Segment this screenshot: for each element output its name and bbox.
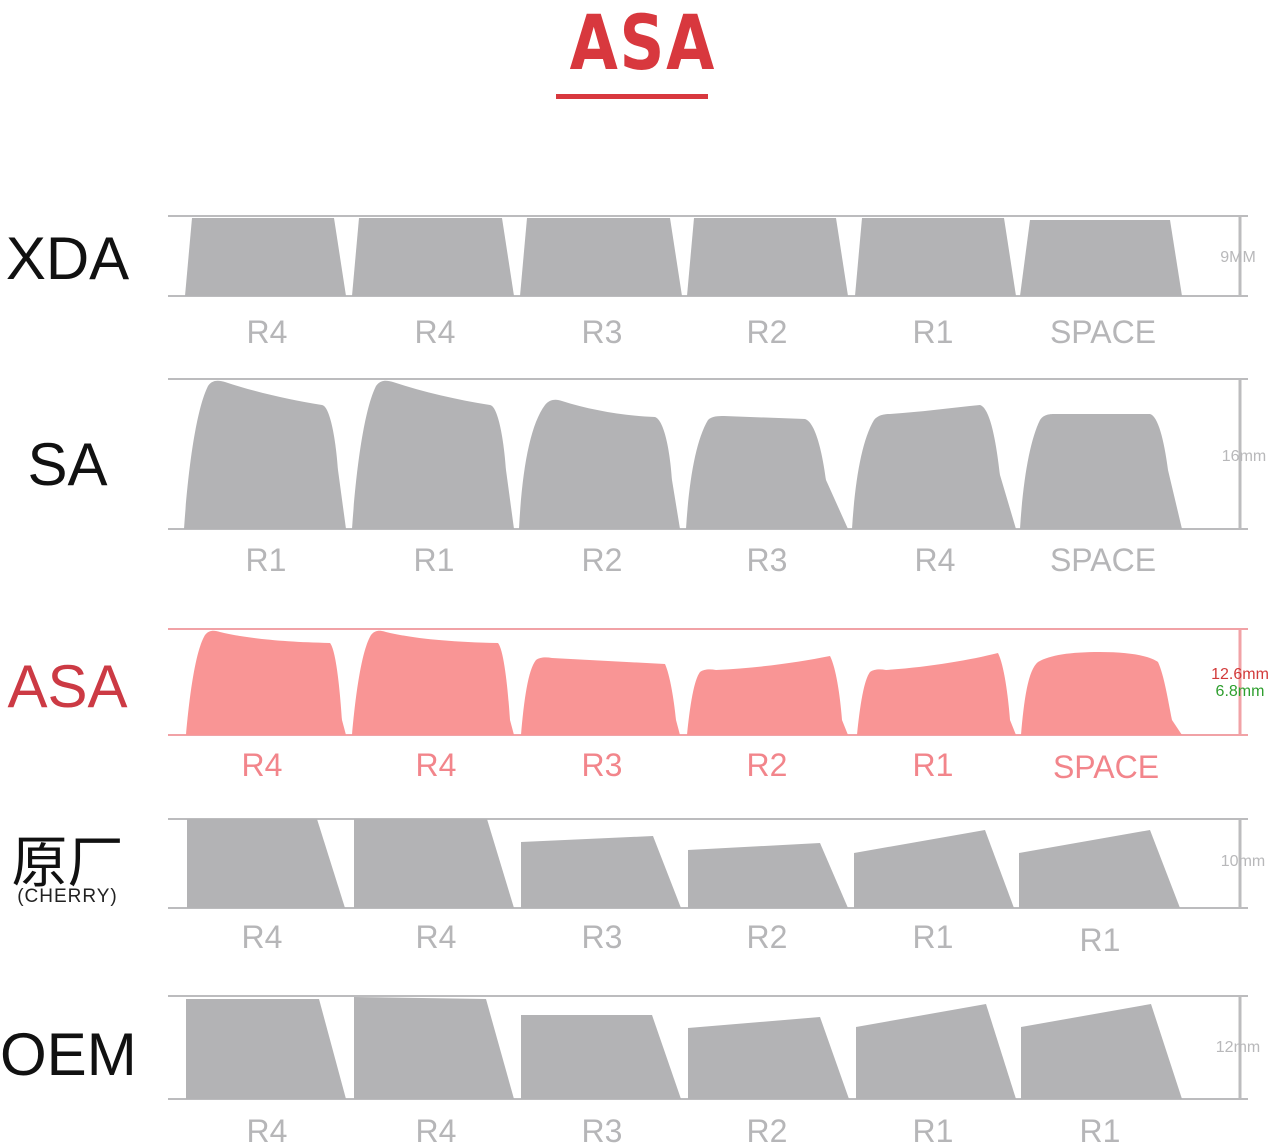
keycap — [1020, 414, 1182, 529]
keycap — [519, 399, 680, 529]
row-label: R2 — [747, 314, 788, 350]
row-label: R3 — [582, 919, 623, 955]
row-label: R1 — [913, 919, 954, 955]
keycap — [687, 218, 848, 296]
row-label: R1 — [913, 1113, 954, 1148]
profile-label-asa: ASA — [7, 653, 128, 720]
row-label: R2 — [747, 1113, 788, 1148]
keycap — [854, 830, 1014, 908]
row-label: R2 — [747, 747, 788, 783]
height-label-min: 6.8mm — [1216, 683, 1265, 700]
keycap — [687, 656, 848, 735]
keycap — [352, 218, 514, 296]
row-label: R4 — [247, 1113, 288, 1148]
keycap — [688, 1017, 849, 1099]
keycap — [352, 380, 514, 529]
row-label: R4 — [242, 919, 283, 955]
keycap — [856, 1004, 1016, 1099]
row-label: R2 — [747, 919, 788, 955]
keycap — [1020, 220, 1182, 296]
row-label: R1 — [246, 542, 287, 578]
height-label: 9MM — [1220, 249, 1256, 266]
profile-label-sa: SA — [27, 431, 108, 498]
keycap — [688, 843, 848, 908]
keycap — [521, 657, 680, 735]
profile-row-xda: R4 R4 R3 R2 R1 SPACE 9MM — [168, 215, 1256, 350]
profile-label-oem: OEM — [0, 1021, 137, 1088]
keycap — [354, 819, 514, 908]
row-label: SPACE — [1053, 749, 1159, 785]
row-label: R4 — [242, 747, 283, 783]
row-label: R4 — [415, 314, 456, 350]
keycap — [186, 999, 346, 1099]
keycap — [187, 819, 345, 908]
keycap — [521, 836, 681, 908]
row-label: R1 — [414, 542, 455, 578]
profile-row-asa: R4 R4 R3 R2 R1 SPACE 12.6mm 6.8mm — [168, 628, 1269, 785]
row-label: R4 — [416, 919, 457, 955]
row-label: R4 — [416, 1113, 457, 1148]
keycap — [1019, 830, 1180, 908]
keycap — [852, 405, 1016, 529]
profile-row-oem: R4 R4 R3 R2 R1 R1 12mm — [168, 995, 1260, 1148]
row-label: R1 — [913, 314, 954, 350]
keycap — [1021, 1004, 1182, 1099]
keycap — [520, 218, 682, 296]
row-label: R4 — [416, 747, 457, 783]
keycap — [857, 653, 1016, 735]
keycap — [352, 630, 514, 735]
row-label: R3 — [582, 314, 623, 350]
profile-label-cherry: 原厂 — [11, 831, 124, 894]
row-label: R1 — [913, 747, 954, 783]
profile-label-xda: XDA — [5, 225, 130, 292]
row-label: SPACE — [1050, 314, 1156, 350]
row-label: SPACE — [1050, 542, 1156, 578]
keycap — [1021, 652, 1182, 735]
row-label: R3 — [582, 747, 623, 783]
keycap — [521, 1015, 681, 1099]
row-label: R2 — [582, 542, 623, 578]
profile-row-cherry: R4 R4 R3 R2 R1 R1 10mm — [168, 818, 1265, 958]
height-label: 16mm — [1222, 448, 1266, 465]
profile-row-sa: R1 R1 R2 R3 R4 SPACE 16mm — [168, 378, 1266, 578]
row-label: R4 — [915, 542, 956, 578]
row-label: R3 — [582, 1113, 623, 1148]
keycap — [686, 416, 848, 529]
keycap — [186, 630, 346, 735]
row-label: R1 — [1080, 922, 1121, 958]
title-underline — [556, 94, 708, 99]
keycap — [185, 218, 346, 296]
page-title: ASA — [569, 0, 716, 87]
keycap — [855, 218, 1016, 296]
profile-sublabel-cherry: (CHERRY) — [17, 886, 118, 907]
row-label: R1 — [1080, 1113, 1121, 1148]
keycap — [184, 380, 346, 529]
row-label: R3 — [747, 542, 788, 578]
height-label: 10mm — [1221, 853, 1265, 870]
keycap — [354, 997, 514, 1099]
height-label: 12mm — [1216, 1039, 1260, 1056]
row-label: R4 — [247, 314, 288, 350]
title-block: ASA — [556, 0, 716, 100]
height-label-max: 12.6mm — [1211, 666, 1269, 683]
